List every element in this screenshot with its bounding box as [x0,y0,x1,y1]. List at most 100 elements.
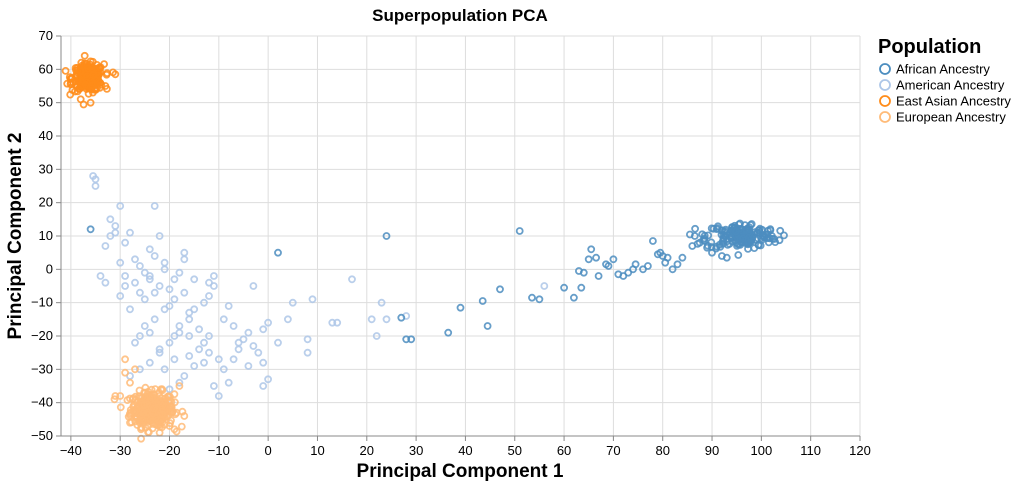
x-axis-ticks: −40 −30 −20 −10 0 10 20 30 40 50 60 70 80 90 100 110 120 [60,436,871,458]
data-point [259,358,268,367]
data-point [780,231,788,240]
data-point [288,298,297,307]
data-point [140,322,149,330]
data-point [283,315,292,324]
data-point [180,372,189,380]
data-point [101,242,110,250]
data-point [158,410,167,419]
data-point [631,260,640,269]
data-point [259,382,268,390]
x-tick-label: −20 [158,443,180,458]
data-point [149,404,158,413]
data-point [764,238,773,247]
data-point [135,394,144,402]
data-point [328,318,337,327]
data-point [86,225,95,234]
data-point [254,348,263,357]
data-point [150,315,159,324]
data-point [137,434,146,443]
data-point [703,241,712,250]
data-point [402,335,411,344]
data-point [150,252,159,260]
data-point [145,272,154,280]
data-point [224,302,233,310]
data-point [609,255,618,264]
data-point [333,318,342,327]
data-point [89,71,98,80]
data-point [528,293,536,302]
data-point [592,253,600,262]
data-point [110,395,119,404]
data-point [699,236,708,244]
data-point [209,382,218,390]
data-point [145,328,154,337]
data-point [577,283,586,292]
data-point [101,278,110,287]
data-point [103,85,111,93]
data-point [79,100,88,109]
data-point [178,407,187,416]
data-point [180,248,189,257]
data-point [121,272,129,280]
y-tick-label: 10 [39,228,53,243]
data-point [587,245,596,254]
legend-label: African Ancestry [896,62,990,77]
x-axis-title: Principal Component 1 [357,461,564,482]
data-point [766,225,775,234]
y-tick-label: 0 [46,261,53,276]
data-point [106,232,115,240]
data-point [143,400,152,409]
data-point [397,313,406,322]
data-point [100,60,108,68]
data-point [722,253,731,262]
data-point [185,352,194,360]
data-point [131,365,139,374]
data-point [116,202,125,210]
data-point [76,81,85,90]
data-point [116,258,125,267]
legend-item: American Ancestry [879,78,1005,93]
data-point [126,305,134,314]
data-point [80,51,89,60]
data-point [121,368,129,377]
legend-title: Population [878,36,981,58]
data-point [644,262,652,270]
data-point [138,416,147,425]
y-tick-label: 40 [39,128,53,143]
data-point [185,308,194,317]
data-point [168,408,177,417]
data-point [732,227,740,236]
series-east-asian-ancestry [61,51,120,109]
y-tick-label: −20 [31,328,53,343]
data-point [515,227,524,235]
data-point [367,315,376,324]
legend-label: American Ancestry [896,78,1005,93]
x-tick-label: 60 [557,443,571,458]
data-point [570,293,578,302]
data-point [219,315,228,324]
data-point [754,241,763,250]
data-point [158,405,167,414]
legend-symbol [879,63,891,75]
data-point [707,243,716,251]
data-point [372,332,381,340]
data-point [116,292,125,300]
legend-item: East Asian Ancestry [879,94,1011,109]
data-point [704,231,713,240]
data-point [106,215,115,224]
data-point [604,262,613,270]
data-point [190,305,199,314]
data-point [224,378,233,387]
data-point [153,405,162,414]
data-point [686,230,694,239]
legend-symbol [879,111,891,123]
series-african-ancestry [86,219,788,344]
data-point [195,345,204,354]
series-european-ancestry [110,355,189,443]
y-tick-label: −40 [31,395,53,410]
data-point [155,388,163,397]
data-point [140,400,149,409]
data-point [712,244,720,253]
data-point [151,394,159,403]
